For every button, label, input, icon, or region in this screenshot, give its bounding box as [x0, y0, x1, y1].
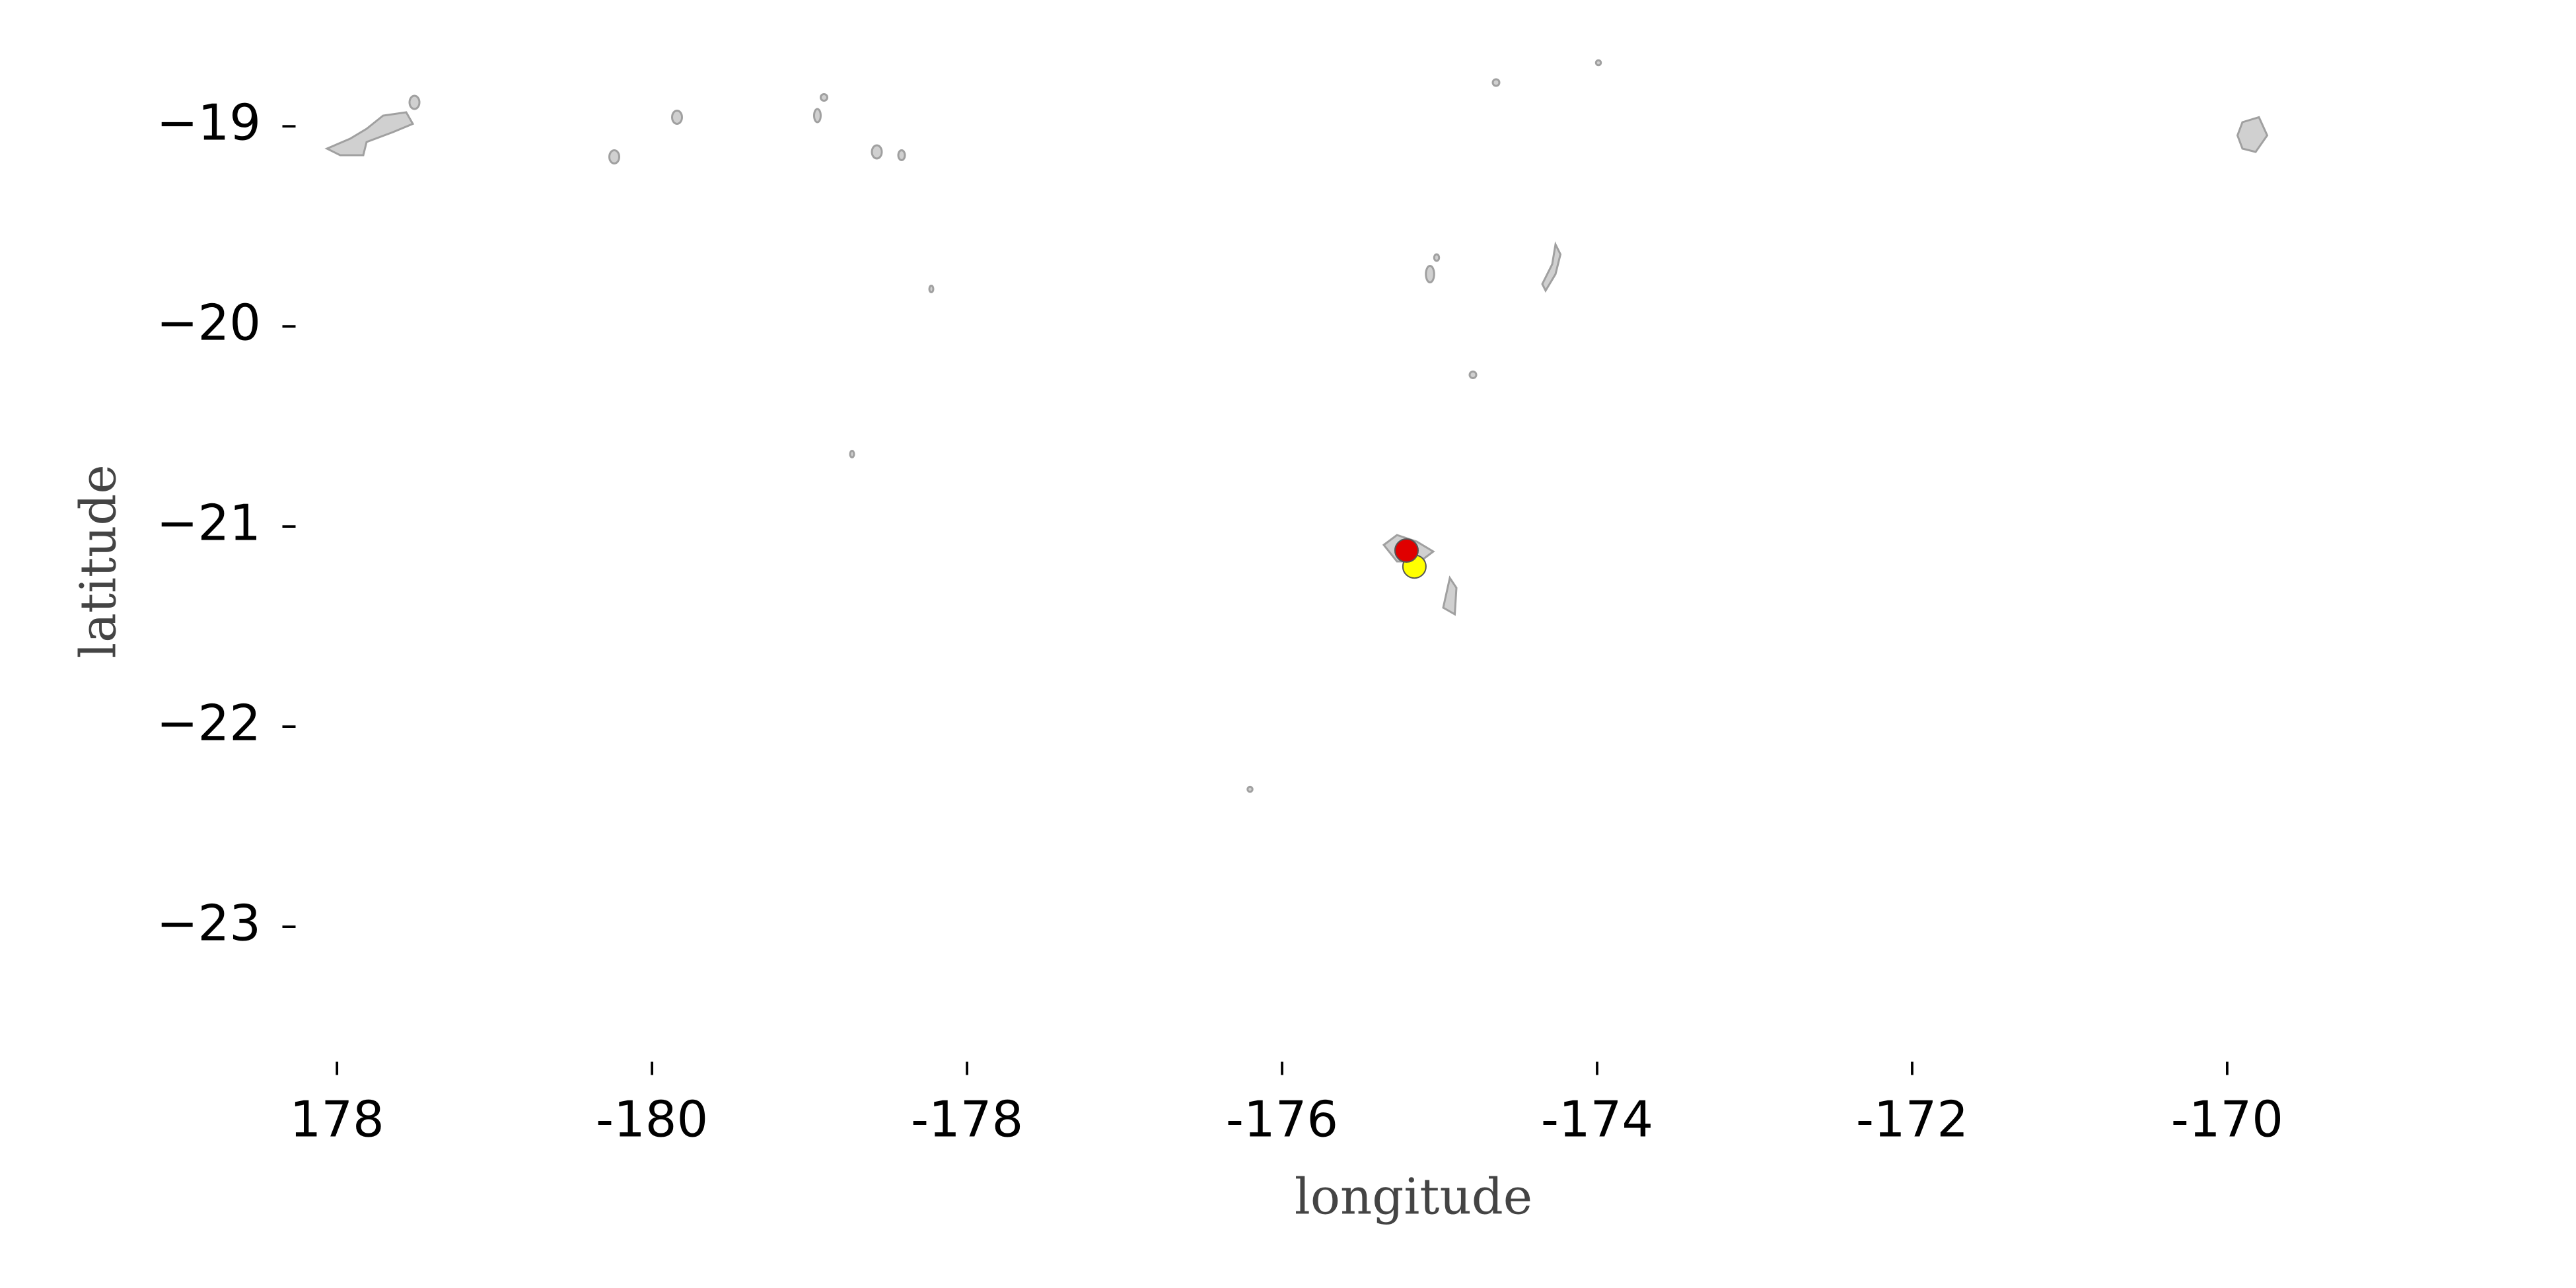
point [1394, 538, 1419, 563]
island [871, 144, 883, 160]
island [1246, 785, 1254, 793]
x-axis-label: longitude [1295, 1168, 1532, 1226]
x-tick-label: -176 [1226, 1091, 1338, 1149]
island [849, 450, 855, 458]
y-tick-label: −22 [157, 694, 261, 752]
island [2236, 116, 2269, 153]
x-tick-label: 178 [290, 1091, 384, 1149]
island [1541, 241, 1562, 293]
island [820, 93, 828, 102]
x-tick-label: -180 [596, 1091, 708, 1149]
land-shapes [324, 59, 2269, 793]
island [1594, 59, 1602, 67]
x-tick-label: -170 [2171, 1091, 2283, 1149]
y-tick-label: −23 [157, 894, 261, 952]
y-axis-label: latitude [69, 464, 127, 659]
x-tick-label: -174 [1541, 1091, 1653, 1149]
x-tick-label: -178 [911, 1091, 1023, 1149]
island [408, 94, 421, 110]
island [813, 108, 822, 124]
y-tick-label: −21 [157, 494, 261, 552]
island [1425, 265, 1435, 283]
island [608, 149, 620, 164]
island [1433, 253, 1441, 262]
island [928, 285, 935, 293]
island [324, 111, 415, 157]
island [897, 149, 906, 161]
y-tick-label: −20 [157, 294, 261, 352]
island [1491, 78, 1501, 87]
island [1442, 575, 1458, 616]
island [1468, 371, 1478, 379]
y-tick-label: −19 [157, 94, 261, 152]
island [671, 110, 683, 125]
x-tick-label: -172 [1856, 1091, 1968, 1149]
